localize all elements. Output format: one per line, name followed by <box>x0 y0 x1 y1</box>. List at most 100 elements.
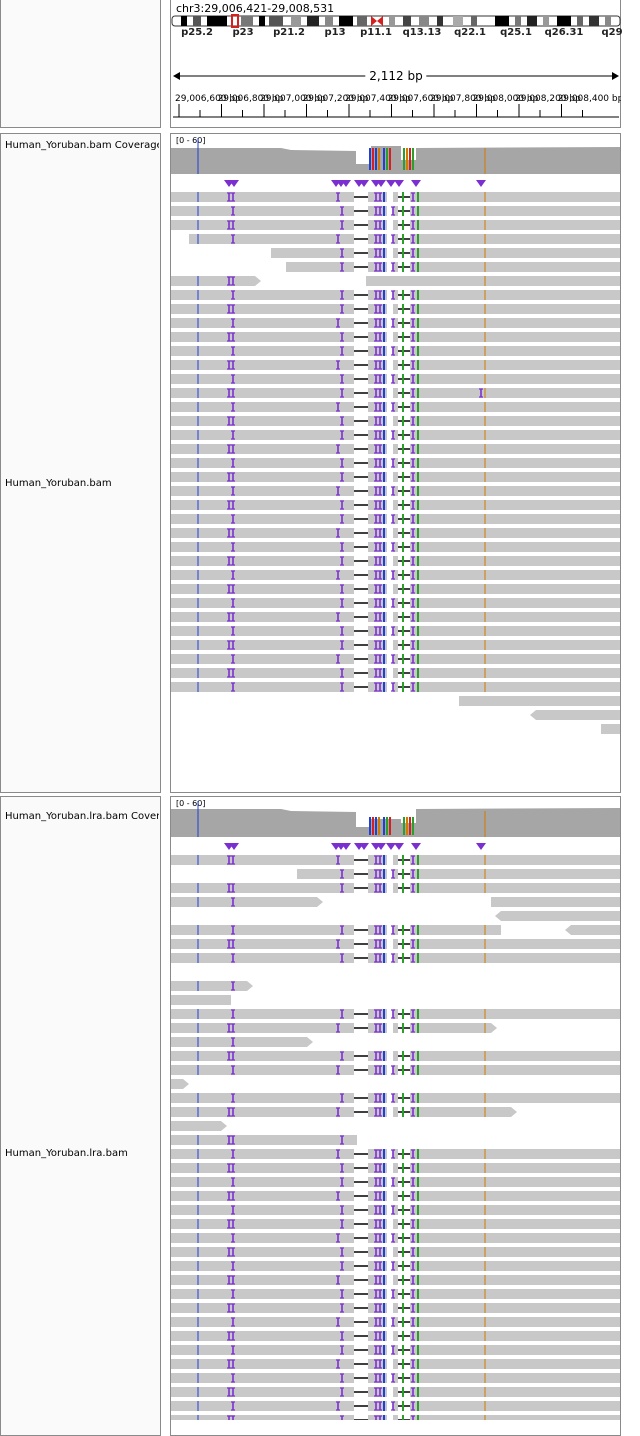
read[interactable] <box>171 1289 620 1299</box>
track1-alignment-label[interactable]: Human_Yoruban.bam <box>5 478 112 489</box>
read[interactable] <box>171 220 620 230</box>
read[interactable] <box>171 1107 517 1117</box>
track1-coverage-chart[interactable] <box>171 134 620 174</box>
read[interactable] <box>171 1219 620 1229</box>
read[interactable] <box>171 883 620 893</box>
read[interactable] <box>171 855 620 865</box>
read[interactable] <box>171 626 620 636</box>
read[interactable] <box>271 248 620 258</box>
read[interactable] <box>171 1163 620 1173</box>
chromosome-ideogram[interactable] <box>171 14 621 28</box>
read[interactable] <box>171 556 620 566</box>
read[interactable] <box>171 346 620 356</box>
read[interactable] <box>495 911 620 921</box>
track1-alignment-view[interactable] <box>171 174 620 792</box>
read[interactable] <box>171 472 620 482</box>
read[interactable] <box>171 1135 357 1145</box>
read[interactable] <box>171 458 620 468</box>
read[interactable] <box>171 360 620 370</box>
read[interactable] <box>171 1331 620 1341</box>
read[interactable] <box>171 332 620 342</box>
read[interactable] <box>171 192 620 202</box>
read[interactable] <box>171 542 620 552</box>
read[interactable] <box>171 1177 620 1187</box>
track2-coverage-chart[interactable] <box>171 797 620 837</box>
track1-name-panel[interactable] <box>0 133 161 793</box>
read[interactable] <box>171 1205 620 1215</box>
read[interactable] <box>171 570 620 580</box>
read[interactable] <box>171 668 620 678</box>
read[interactable] <box>171 1387 620 1397</box>
read[interactable] <box>171 430 620 440</box>
read[interactable] <box>171 1359 620 1369</box>
read[interactable] <box>171 374 620 384</box>
read[interactable] <box>297 869 620 879</box>
read[interactable] <box>171 682 620 692</box>
read[interactable] <box>171 290 620 300</box>
read[interactable] <box>171 1373 620 1383</box>
read[interactable] <box>286 262 620 272</box>
read[interactable] <box>171 1079 189 1089</box>
read[interactable] <box>171 444 620 454</box>
track2-coverage-label[interactable]: Human_Yoruban.lra.bam Coverage <box>5 811 159 822</box>
read[interactable] <box>171 584 620 594</box>
read[interactable] <box>171 318 620 328</box>
insertion-marker <box>476 843 486 850</box>
read[interactable] <box>530 710 620 720</box>
read[interactable] <box>171 276 261 286</box>
read[interactable] <box>171 1051 620 1061</box>
read[interactable] <box>171 416 620 426</box>
read[interactable] <box>171 1317 620 1327</box>
read[interactable] <box>171 981 253 991</box>
mismatch-bar <box>389 148 391 170</box>
read[interactable] <box>171 402 620 412</box>
read[interactable] <box>171 206 620 216</box>
read[interactable] <box>171 1415 620 1420</box>
read[interactable] <box>171 654 620 664</box>
track2-name-panel[interactable] <box>0 796 161 1436</box>
read[interactable] <box>171 953 620 963</box>
read[interactable] <box>171 1121 227 1131</box>
read[interactable] <box>171 1093 620 1103</box>
read[interactable] <box>189 234 620 244</box>
read[interactable] <box>171 1009 620 1019</box>
read[interactable] <box>366 276 620 286</box>
read[interactable] <box>171 1037 313 1047</box>
read[interactable] <box>171 995 231 1005</box>
read[interactable] <box>171 514 620 524</box>
read[interactable] <box>171 1247 620 1257</box>
read[interactable] <box>171 388 620 398</box>
read[interactable] <box>171 939 620 949</box>
ruler-tick-label: 29,007,600 bp <box>388 94 454 104</box>
track2-alignment-view[interactable] <box>171 837 620 1420</box>
read[interactable] <box>171 1345 620 1355</box>
read[interactable] <box>171 598 620 608</box>
read[interactable] <box>171 1401 620 1411</box>
track2-alignment-label[interactable]: Human_Yoruban.lra.bam <box>5 1148 128 1159</box>
insertion-marker <box>394 843 404 850</box>
read[interactable] <box>171 612 620 622</box>
read[interactable] <box>171 500 620 510</box>
read[interactable] <box>171 640 620 650</box>
read[interactable] <box>171 528 620 538</box>
read[interactable] <box>565 925 620 935</box>
read[interactable] <box>171 1275 620 1285</box>
read[interactable] <box>459 696 620 706</box>
read[interactable] <box>171 897 323 907</box>
read[interactable] <box>171 1261 620 1271</box>
cytoband-label: p11.1 <box>360 27 392 38</box>
read[interactable] <box>171 1303 620 1313</box>
read[interactable] <box>171 486 620 496</box>
read[interactable] <box>171 925 501 935</box>
read[interactable] <box>171 1065 620 1075</box>
track1-coverage-label[interactable]: Human_Yoruban.bam Coverage <box>5 140 159 151</box>
read[interactable] <box>171 1149 620 1159</box>
read[interactable] <box>601 724 620 734</box>
read[interactable] <box>171 1233 620 1243</box>
read[interactable] <box>171 1191 620 1201</box>
read[interactable] <box>171 1023 497 1033</box>
read[interactable] <box>171 304 620 314</box>
mismatch-bar <box>406 817 408 835</box>
read[interactable] <box>491 897 620 907</box>
